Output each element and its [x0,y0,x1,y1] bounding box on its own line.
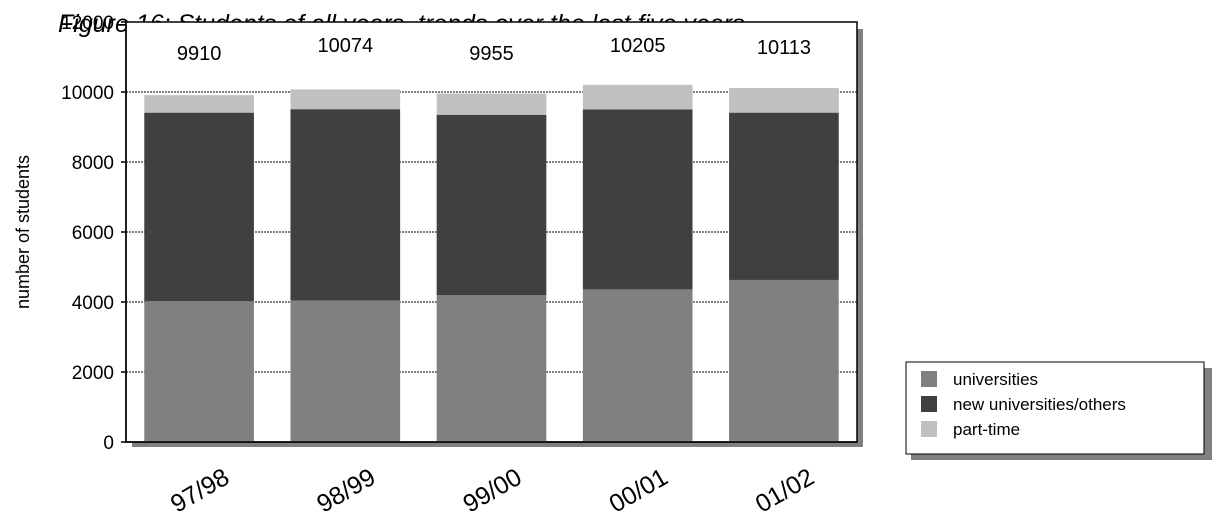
bar-universities [290,300,401,442]
y-tick-label: 8000 [72,153,114,174]
y-tick-label: 4000 [72,293,114,314]
total-label: 10113 [757,37,811,59]
legend-label: universities [953,370,1038,389]
legend-swatch [921,421,937,437]
legend-swatch [921,371,937,387]
x-category-label: 00/01 [605,463,673,519]
total-label: 9955 [469,43,514,65]
total-label: 9910 [177,43,222,65]
bar-part-time [582,84,693,110]
bar-new-universities-others [729,112,839,280]
bar-part-time [290,89,401,110]
y-tick-label: 6000 [72,223,114,244]
y-tick-label: 12000 [61,13,114,34]
legend-label: part-time [953,420,1020,439]
bar-universities [436,295,547,442]
bar-part-time [436,93,547,115]
bar-part-time [144,95,254,113]
bar-part-time [729,88,839,113]
y-axis-title: number of students [13,155,33,309]
bar-new-universities-others [582,109,693,290]
legend-label: new universities/others [953,395,1126,414]
y-tick-label: 10000 [61,83,114,104]
total-label: 10205 [610,35,666,57]
x-axis-categories: 97/98 98/99 99/00 00/01 01/02 [166,463,819,519]
legend-swatch [921,396,937,412]
total-label: 10074 [317,35,373,57]
legend-box [905,361,1205,455]
x-category-label: 98/99 [312,463,380,519]
bar-universities [582,289,693,442]
bar-universities [729,279,839,442]
bars [144,84,839,442]
x-category-label: 01/02 [751,463,819,519]
bar-new-universities-others [144,112,254,302]
bar-new-universities-others [436,114,547,295]
bar-new-universities-others [290,109,401,301]
y-tick-label: 2000 [72,363,114,384]
bar-universities [144,301,254,442]
legend: universities new universities/others part-… [905,361,1212,460]
y-tick-label: 0 [103,433,114,454]
x-category-label: 99/00 [458,463,526,519]
x-category-label: 97/98 [166,463,234,519]
total-labels: 9910 10074 9955 10205 10113 [177,35,811,65]
y-axis-ticks: 0 2000 4000 6000 8000 10000 12000 [61,13,126,454]
